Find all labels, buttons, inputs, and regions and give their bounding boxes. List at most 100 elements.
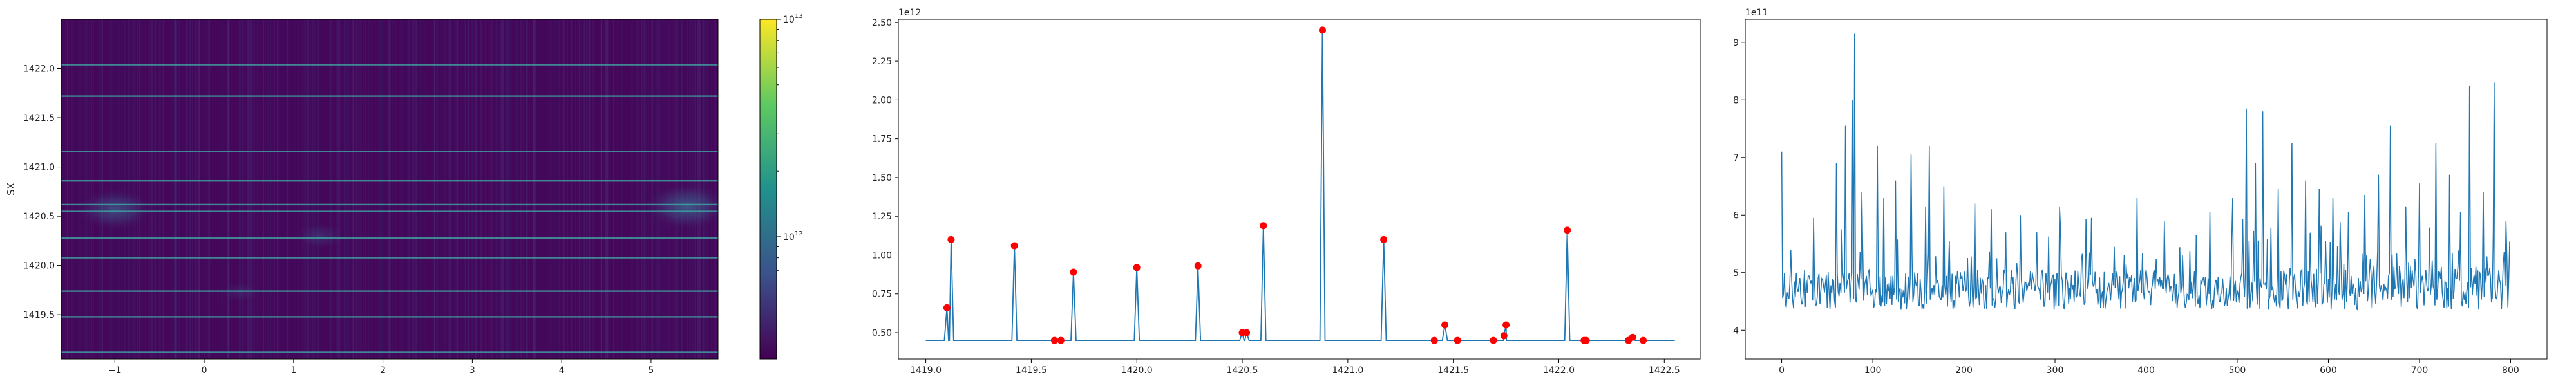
- heatmap-blob: [75, 187, 155, 232]
- heatmap-vertical-stripe: [491, 19, 493, 359]
- peaks-x-tick-label: 1421.5: [1437, 365, 1469, 376]
- heatmap-vertical-stripe: [520, 19, 522, 359]
- heatmap-x-tick-label: 3: [469, 365, 475, 376]
- heatmap-vertical-stripe: [262, 19, 264, 359]
- peak-marker: [1430, 336, 1438, 344]
- heatmap-vertical-stripe: [89, 19, 91, 359]
- heatmap-vertical-stripe: [412, 19, 413, 359]
- heatmap-y-tick-label: 1421.5: [23, 113, 55, 124]
- heatmap-vertical-stripe: [475, 19, 477, 359]
- heatmap-vertical-stripe: [72, 19, 73, 359]
- heatmap-vertical-stripe: [516, 19, 518, 359]
- peaks-x-tick-label: 1420.0: [1121, 365, 1153, 376]
- heatmap-vertical-stripe: [175, 19, 176, 359]
- timeseries-panel: 0 100 200 300 400 500 600 700 800 4 5 6 7 8 9 1e11: [1733, 8, 2548, 376]
- heatmap-vertical-stripe: [424, 19, 426, 359]
- heatmap-vertical-stripe: [501, 19, 503, 359]
- peaks-x-ticks: 1419.0 1419.5 1420.0 1420.5 1421.0 1421.5 1422…: [910, 359, 1680, 376]
- heatmap-vertical-stripe: [413, 19, 414, 359]
- heatmap-vertical-stripe: [589, 19, 591, 359]
- peaks-x-tick-label: 1422.0: [1543, 365, 1575, 376]
- heatmap-vertical-stripe: [433, 19, 435, 359]
- heatmap-vertical-stripe: [145, 19, 146, 359]
- heatmap-vertical-stripe: [227, 19, 229, 359]
- heatmap-vertical-stripe: [607, 19, 609, 359]
- peaks-y-tick-label: 2.50: [872, 18, 892, 28]
- heatmap-vertical-stripe: [507, 19, 508, 359]
- heatmap-vertical-stripe: [444, 19, 446, 359]
- peak-marker: [1010, 242, 1018, 250]
- heatmap-vertical-stripe: [501, 19, 503, 359]
- heatmap-vertical-stripe: [654, 19, 656, 359]
- heatmap-vertical-stripe: [500, 19, 502, 359]
- heatmap-vertical-stripe: [433, 19, 435, 359]
- heatmap-vertical-stripe: [471, 19, 473, 359]
- heatmap-vertical-stripe: [613, 19, 614, 359]
- heatmap-vertical-stripe: [489, 19, 490, 359]
- heatmap-vertical-stripe: [242, 19, 244, 359]
- heatmap-x-ticks: −1 0 1 2 3 4 5: [108, 359, 654, 376]
- heatmap-y-tick-label: 1422.0: [23, 64, 55, 75]
- heatmap-vertical-stripe: [352, 19, 354, 359]
- heatmap-x-tick-label: 2: [380, 365, 386, 376]
- heatmap-vertical-stripe: [381, 19, 384, 359]
- heatmap-vertical-stripe: [91, 19, 93, 359]
- heatmap-vertical-stripe: [638, 19, 639, 359]
- heatmap-vertical-stripe: [152, 19, 154, 359]
- heatmap-bright-row: [61, 351, 718, 353]
- heatmap-vertical-stripe: [388, 19, 390, 359]
- heatmap-vertical-stripe: [254, 19, 256, 359]
- heatmap-vertical-stripe: [75, 19, 76, 359]
- heatmap-vertical-stripe: [352, 19, 353, 359]
- heatmap-y-tick-label: 1419.5: [23, 310, 55, 320]
- heatmap-vertical-stripe: [242, 19, 243, 359]
- heatmap-vertical-stripe: [589, 19, 591, 359]
- heatmap-vertical-stripe: [506, 19, 507, 359]
- heatmap-vertical-stripe: [156, 19, 158, 359]
- heatmap-vertical-stripe: [247, 19, 249, 359]
- heatmap-vertical-stripe: [243, 19, 244, 359]
- heatmap-vertical-stripe: [198, 19, 200, 359]
- heatmap-vertical-stripe: [199, 19, 200, 359]
- timeseries-x-tick-label: 400: [2137, 365, 2155, 376]
- heatmap-vertical-stripe: [621, 19, 623, 359]
- heatmap-vertical-stripe: [175, 19, 176, 359]
- heatmap-vertical-stripe: [265, 19, 267, 359]
- heatmap-bright-row: [61, 237, 718, 239]
- heatmap-vertical-stripe: [189, 19, 191, 359]
- heatmap-vertical-stripe: [550, 19, 552, 359]
- heatmap-vertical-stripe: [650, 19, 652, 359]
- heatmap-vertical-stripe: [647, 19, 649, 359]
- peaks-x-tick-label: 1420.5: [1227, 365, 1258, 376]
- heatmap-vertical-stripe: [509, 19, 511, 359]
- heatmap-vertical-stripe: [307, 19, 310, 359]
- heatmap-vertical-stripe: [171, 19, 172, 359]
- heatmap-vertical-stripe: [419, 19, 421, 359]
- peak-marker: [1564, 226, 1571, 234]
- heatmap-x-tick-label: −1: [108, 365, 122, 376]
- heatmap-vertical-stripe: [314, 19, 316, 359]
- heatmap-vertical-stripe: [542, 19, 544, 359]
- heatmap-vertical-stripe: [454, 19, 456, 359]
- heatmap-vertical-stripe: [549, 19, 551, 359]
- heatmap-vertical-stripe: [337, 19, 339, 359]
- heatmap-bright-row: [61, 203, 718, 206]
- heatmap-vertical-stripe: [330, 19, 332, 359]
- peaks-y-tick-label: 2.25: [872, 57, 892, 67]
- heatmap-vertical-stripe: [442, 19, 444, 359]
- heatmap-vertical-stripe: [533, 19, 535, 359]
- heatmap-vertical-stripe: [66, 19, 68, 359]
- heatmap-vertical-stripe: [317, 19, 319, 359]
- timeseries-y-tick-label: 7: [1733, 153, 1739, 163]
- heatmap-vertical-stripe: [480, 19, 482, 359]
- peaks-y-tick-label: 1.00: [872, 250, 892, 261]
- heatmap-vertical-stripe: [345, 19, 346, 359]
- heatmap-vertical-stripe: [208, 19, 209, 359]
- heatmap-vertical-stripe: [643, 19, 645, 359]
- heatmap-vertical-stripe: [600, 19, 601, 359]
- peak-marker: [1243, 329, 1251, 336]
- heatmap-vertical-stripe: [317, 19, 319, 359]
- heatmap-vertical-stripe: [520, 19, 522, 359]
- heatmap-vertical-stripe: [277, 19, 278, 359]
- heatmap-vertical-stripe: [209, 19, 211, 359]
